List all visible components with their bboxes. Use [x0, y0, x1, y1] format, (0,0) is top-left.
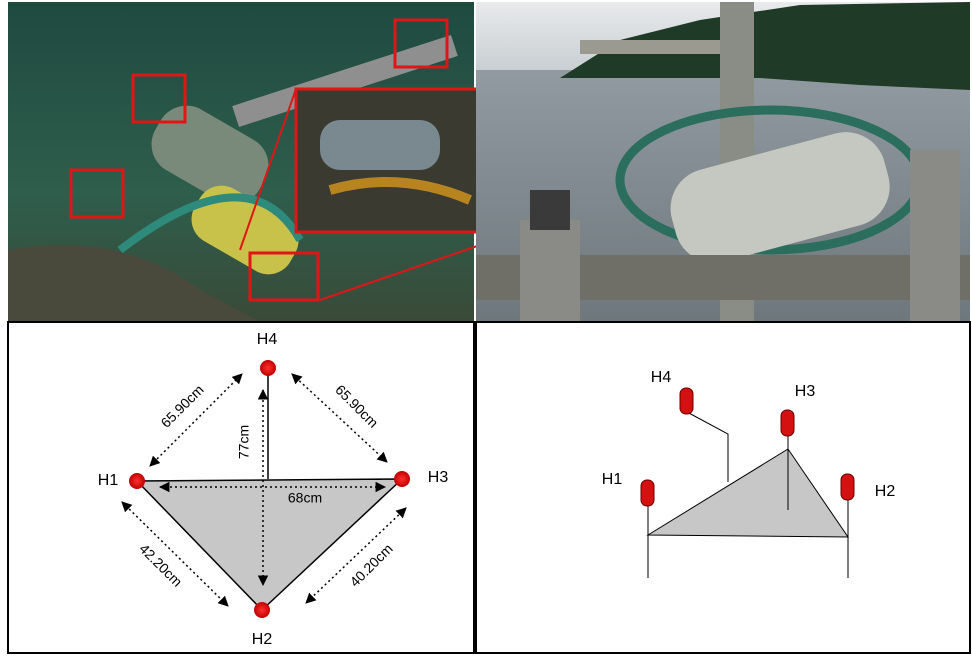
panel-frames — [7, 321, 971, 654]
distance-label: 40.20cm — [346, 540, 395, 589]
right-diagram: H1 H2 H3 H4 — [602, 369, 896, 578]
node-label: H4 — [257, 331, 278, 348]
distance-label: 77cm — [236, 425, 252, 459]
node-label: H1 — [98, 472, 119, 489]
distance-label: 65.90cm — [157, 381, 206, 430]
surface-photo — [476, 2, 970, 322]
node-label: H2 — [252, 631, 273, 648]
node-label: H3 — [428, 469, 449, 486]
node-label: H2 — [875, 483, 896, 500]
underwater-photo — [8, 2, 520, 322]
distance-label: 68cm — [288, 490, 322, 506]
left-diagram: H1 H2 H3 H4 65.90cm 65.90cm 77cm 68cm 42… — [98, 331, 449, 648]
node-label: H4 — [651, 369, 672, 386]
node-label: H1 — [602, 471, 623, 488]
node-label: H3 — [795, 383, 816, 400]
distance-label: 65.90cm — [332, 381, 381, 430]
distance-label: 42.20cm — [136, 540, 185, 589]
